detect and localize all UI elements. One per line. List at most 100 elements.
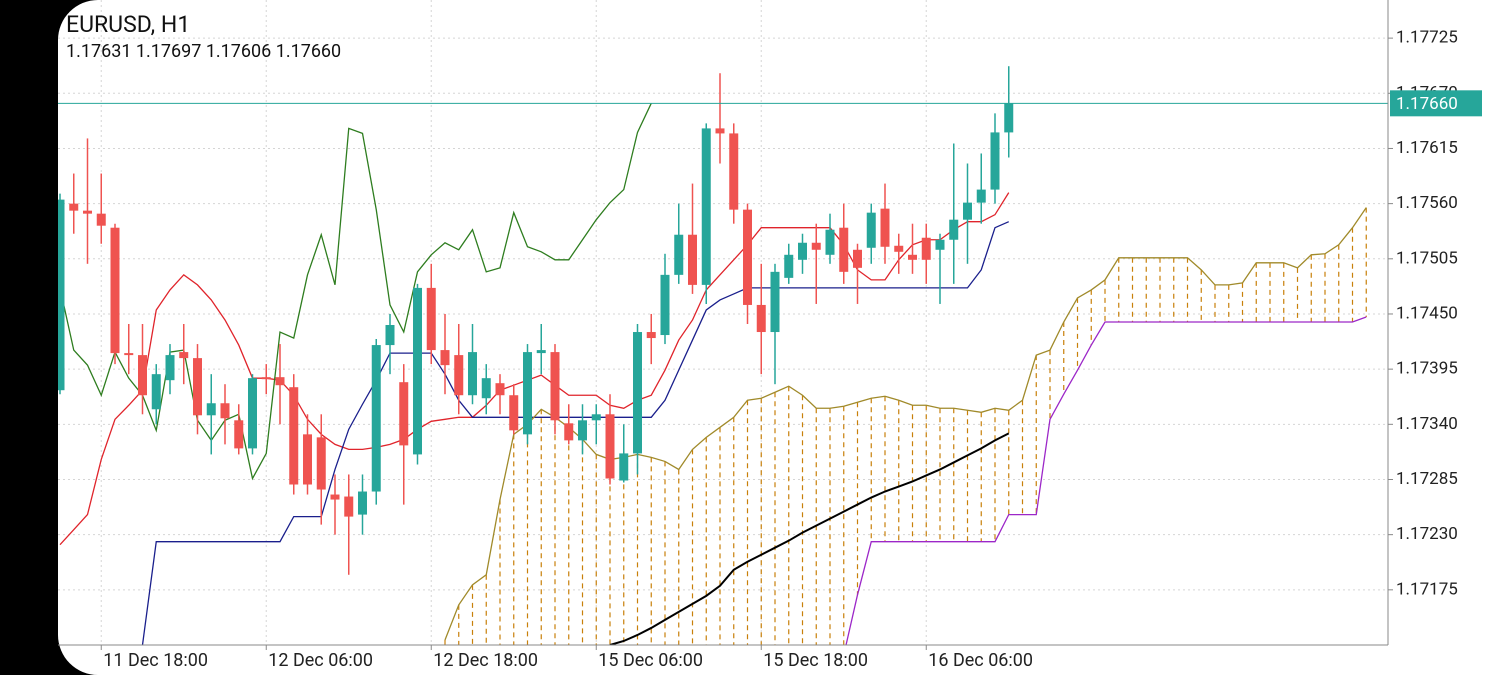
candle-body: [866, 212, 876, 248]
candle-body: [220, 403, 230, 419]
candle-body: [605, 414, 615, 479]
candle-body: [921, 237, 931, 260]
candle-body: [495, 383, 505, 396]
candle-body: [784, 254, 794, 278]
candle-body: [413, 287, 422, 455]
candle-body: [509, 395, 519, 431]
candle-body: [894, 245, 904, 252]
candle-body: [591, 414, 601, 421]
candle-body: [289, 387, 299, 485]
candle-body: [138, 355, 147, 396]
indicator-line: [141, 221, 1010, 645]
x-tick-label: 15 Dec 06:00: [598, 650, 703, 671]
candle-body: [660, 274, 670, 336]
candle-body: [454, 355, 464, 396]
candle-body: [234, 420, 244, 449]
candle-body: [1004, 103, 1014, 133]
x-tick-label: 16 Dec 06:00: [928, 650, 1033, 671]
axes: 1.177251.176701.176151.175601.175051.174…: [100, 28, 1482, 671]
y-tick-label: 1.17395: [1396, 359, 1458, 379]
candle-body: [853, 249, 862, 268]
x-tick-label: 11 Dec 18:00: [103, 650, 208, 671]
candle-body: [440, 350, 450, 366]
candle-body: [468, 352, 477, 396]
candle-body: [96, 213, 106, 226]
candle-body: [179, 352, 189, 359]
candle-body: [193, 358, 202, 416]
ohlc-label: 1.17631 1.17697 1.17606 1.17660: [66, 41, 341, 62]
candle-body: [261, 377, 271, 380]
x-tick-label: 12 Dec 06:00: [268, 650, 373, 671]
candle-body: [633, 332, 642, 454]
candle-body: [990, 132, 1000, 190]
candle-body: [798, 242, 807, 260]
plot-area: [58, 66, 1388, 645]
candle-body: [110, 227, 120, 354]
y-tick-label: 1.17340: [1396, 414, 1458, 434]
candle-body: [674, 234, 684, 275]
candle-body: [578, 420, 587, 441]
x-tick-label: 12 Dec 18:00: [433, 650, 538, 671]
candle-body: [330, 494, 340, 500]
candle-body: [275, 377, 285, 386]
indicator-line: [609, 432, 1010, 645]
x-tick-label: 15 Dec 18:00: [763, 650, 868, 671]
y-tick-label: 1.17725: [1396, 28, 1458, 48]
candle-body: [481, 378, 491, 399]
y-tick-label: 1.17450: [1396, 303, 1458, 323]
y-tick-label: 1.17505: [1396, 248, 1458, 268]
candle-body: [825, 229, 835, 255]
indicator-line: [845, 316, 1367, 645]
grid: [58, 0, 1388, 645]
y-tick-label: 1.17175: [1396, 579, 1458, 599]
candle-body: [206, 403, 216, 416]
candle-body: [165, 355, 175, 381]
indicator-line: [444, 207, 1367, 641]
candle-body: [536, 350, 546, 354]
candle-body: [715, 128, 725, 134]
candle-body: [399, 382, 409, 446]
y-tick-label: 1.17285: [1396, 469, 1458, 489]
candle-body: [963, 202, 972, 220]
candle-body: [83, 210, 92, 214]
candle-body: [619, 453, 629, 481]
candle-body: [880, 208, 890, 247]
candle-body: [550, 352, 560, 421]
candle-body: [151, 374, 161, 410]
candle-body: [770, 271, 780, 333]
candle-body: [756, 304, 766, 333]
candle-body: [358, 491, 367, 515]
candle-body: [523, 352, 532, 435]
price-label-box: [1390, 90, 1482, 117]
candle-body: [124, 353, 134, 356]
candle-body: [426, 287, 436, 351]
candle-body: [839, 227, 849, 272]
candle-body: [729, 133, 739, 210]
candle-body: [58, 199, 65, 391]
candle-body: [646, 332, 656, 339]
candle-body: [303, 434, 312, 485]
candle-body: [385, 325, 395, 346]
y-tick-label: 1.17615: [1396, 138, 1458, 158]
candle-body: [316, 437, 326, 490]
candle-body: [811, 242, 821, 250]
candle-body: [69, 203, 79, 211]
price-label: 1.17660: [1396, 94, 1458, 114]
chart-title: EURUSD, H1: [66, 11, 190, 38]
candle-body: [743, 209, 752, 305]
panel: [58, 0, 1500, 675]
candle-body: [371, 345, 381, 492]
candle-body: [976, 189, 986, 203]
candle-body: [564, 423, 574, 441]
candle-body: [949, 219, 959, 240]
candle-body: [344, 496, 354, 517]
candle-body: [248, 378, 257, 449]
y-tick-label: 1.17560: [1396, 193, 1458, 213]
candle-body: [701, 128, 711, 285]
candle-body: [908, 254, 917, 260]
candle-body: [688, 234, 697, 285]
indicator-line: [59, 192, 1010, 546]
y-tick-label: 1.17230: [1396, 524, 1458, 544]
